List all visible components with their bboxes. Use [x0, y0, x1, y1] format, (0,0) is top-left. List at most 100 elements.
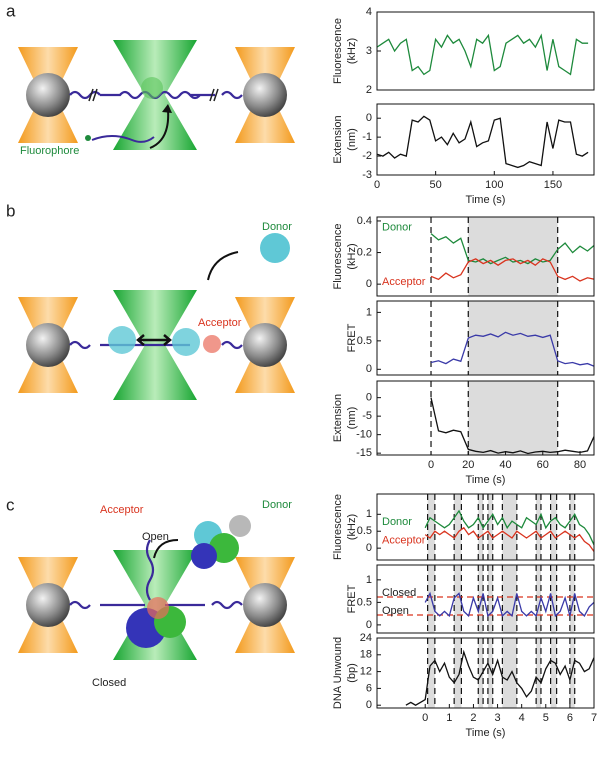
acceptor-glow [147, 597, 169, 619]
plot-frame [376, 564, 595, 634]
plot-frame [376, 380, 595, 456]
bead [26, 323, 70, 367]
x-tick-label: 20 [462, 459, 474, 471]
shaded-region [550, 494, 557, 560]
dna-strand [91, 135, 155, 143]
arrow [207, 251, 239, 281]
y-tick-label: 0.2 [357, 246, 372, 258]
shaded-region [550, 565, 557, 633]
shaded-region [569, 565, 575, 633]
fluorophore [85, 135, 91, 141]
shaded-region [468, 301, 558, 375]
bead [243, 73, 287, 117]
y-tick-label: 1 [366, 508, 372, 520]
y-tick-label: 0 [366, 619, 372, 631]
y-axis-label: (nm) [346, 128, 358, 151]
trace [430, 397, 594, 455]
shaded-region [454, 494, 462, 560]
x-tick-label: 1 [446, 712, 452, 724]
threshold-label: Closed [382, 587, 416, 599]
plot-frame [376, 216, 595, 297]
x-tick-label: 3 [494, 712, 500, 724]
y-tick-label: 24 [360, 632, 372, 644]
shaded-region [487, 494, 493, 560]
arrow-head [162, 104, 172, 113]
shaded-region [569, 638, 575, 708]
shaded-region [536, 565, 541, 633]
y-tick-label: 0 [366, 699, 372, 711]
y-axis-label: (nm) [346, 407, 358, 430]
y-tick-label: -3 [362, 169, 372, 181]
trace [377, 33, 589, 76]
diagram-label: Donor [262, 221, 292, 233]
fluorophore-glow [141, 77, 163, 99]
shaded-region [502, 494, 517, 560]
diagram-label: Open [142, 531, 169, 543]
y-tick-label: 2 [366, 84, 372, 96]
shaded-region [536, 494, 541, 560]
y-axis-label: (kHz) [346, 514, 358, 540]
y-tick-label: 4 [366, 6, 372, 18]
shaded-region [569, 494, 575, 560]
diagram-label: Donor [262, 499, 292, 511]
y-tick-label: -10 [356, 429, 372, 441]
x-tick-label: 0 [422, 712, 428, 724]
y-tick-label: 12 [360, 666, 372, 678]
x-tick-label: 7 [591, 712, 597, 724]
bead [26, 73, 70, 117]
x-tick-label: 4 [519, 712, 525, 724]
y-axis-label: Fluorescence [332, 18, 344, 84]
shaded-region [502, 565, 517, 633]
trace [424, 509, 594, 546]
plot-frame [376, 11, 595, 91]
y-axis-label: FRET [346, 323, 358, 352]
x-tick-label: 150 [544, 179, 562, 191]
trace [424, 526, 594, 552]
donor-glow [229, 515, 251, 537]
y-tick-label: 18 [360, 649, 372, 661]
shaded-region [427, 494, 435, 560]
x-tick-label: 5 [543, 712, 549, 724]
dna [69, 539, 243, 610]
x-tick-label: 80 [574, 459, 586, 471]
y-tick-label: 0 [366, 363, 372, 375]
bead [243, 583, 287, 627]
panel-label: c [6, 495, 15, 514]
trace [377, 115, 589, 169]
x-tick-label: 100 [485, 179, 503, 191]
x-tick-label: 2 [470, 712, 476, 724]
series-label: Donor [382, 221, 412, 233]
shaded-region [478, 494, 484, 560]
diagram-label: Acceptor [100, 504, 144, 516]
x-tick-label: 60 [537, 459, 549, 471]
y-tick-label: 0 [366, 112, 372, 124]
y-axis-label: Extension [332, 394, 344, 442]
y-tick-label: 0 [366, 392, 372, 404]
trace [430, 258, 594, 282]
y-tick-label: 3 [366, 45, 372, 57]
dna-break [88, 88, 219, 102]
y-axis-label: Fluorescence [332, 223, 344, 289]
acceptor-glow [203, 335, 221, 353]
protein [108, 326, 136, 354]
shaded-region [427, 638, 435, 708]
y-tick-label: -15 [356, 447, 372, 459]
y-axis-label: Fluorescence [332, 494, 344, 560]
plot-frame [376, 103, 595, 176]
shaded-region [468, 217, 558, 296]
series-label: Donor [382, 516, 412, 528]
y-axis-label: DNA Unwound [332, 637, 344, 709]
x-axis-label: Time (s) [466, 474, 506, 486]
shaded-region [502, 638, 517, 708]
y-tick-label: 1 [366, 306, 372, 318]
y-tick-label: 6 [366, 682, 372, 694]
diagram-label: Fluorophore [20, 145, 79, 157]
x-tick-label: 40 [499, 459, 511, 471]
x-tick-label: 50 [430, 179, 442, 191]
trace [430, 331, 594, 367]
y-axis-label: FRET [346, 584, 358, 613]
y-tick-label: 0 [366, 278, 372, 290]
bead [243, 323, 287, 367]
